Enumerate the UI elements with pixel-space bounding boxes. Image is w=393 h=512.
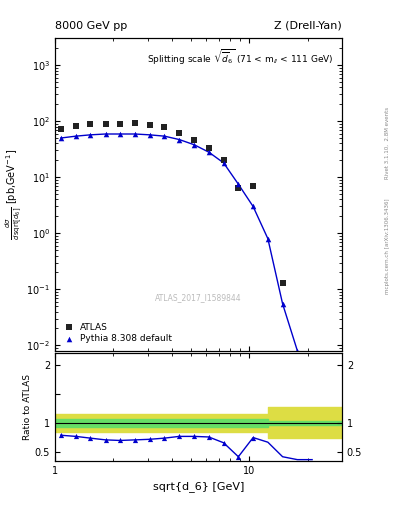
ATLAS	[103, 120, 109, 128]
Point	[220, 439, 227, 447]
Pythia 8.308 default	[73, 132, 79, 140]
Point	[176, 432, 182, 440]
Text: mcplots.cern.ch [arXiv:1306.3436]: mcplots.cern.ch [arXiv:1306.3436]	[385, 198, 389, 293]
ATLAS	[191, 136, 197, 144]
Pythia 8.308 default	[220, 159, 227, 167]
Pythia 8.308 default	[103, 130, 109, 138]
Pythia 8.308 default	[206, 148, 212, 156]
Pythia 8.308 default	[58, 134, 64, 142]
Point	[191, 432, 197, 440]
Pythia 8.308 default	[235, 180, 242, 188]
Pythia 8.308 default	[132, 130, 138, 138]
Point	[235, 453, 242, 461]
Y-axis label: Ratio to ATLAS: Ratio to ATLAS	[23, 374, 32, 440]
Pythia 8.308 default	[279, 300, 286, 308]
Pythia 8.308 default	[161, 132, 167, 140]
Pythia 8.308 default	[265, 234, 271, 243]
ATLAS	[176, 129, 182, 137]
Pythia 8.308 default	[309, 397, 315, 406]
Pythia 8.308 default	[191, 141, 197, 149]
ATLAS	[206, 144, 212, 152]
Text: ATLAS_2017_I1589844: ATLAS_2017_I1589844	[155, 293, 242, 302]
ATLAS	[87, 120, 94, 129]
Point	[147, 435, 153, 443]
Point	[103, 436, 109, 444]
Y-axis label: $\frac{d\sigma}{d\,\mathrm{sqrt}[d_6]}$ [pb,GeV$^{-1}$]: $\frac{d\sigma}{d\,\mathrm{sqrt}[d_6]}$ …	[3, 149, 24, 240]
ATLAS	[250, 182, 256, 190]
Point	[117, 436, 123, 444]
Pythia 8.308 default	[147, 131, 153, 139]
Pythia 8.308 default	[294, 347, 301, 355]
Point	[73, 432, 79, 440]
Point	[206, 433, 212, 441]
Pythia 8.308 default	[250, 202, 256, 210]
Point	[250, 434, 256, 442]
Pythia 8.308 default	[87, 131, 94, 139]
Text: Splitting scale $\sqrt{\overline{d}_6}$ (71 < m$_{ll}$ < 111 GeV): Splitting scale $\sqrt{\overline{d}_6}$ …	[147, 48, 333, 67]
Point	[132, 436, 138, 444]
Text: Rivet 3.1.10,  2.8M events: Rivet 3.1.10, 2.8M events	[385, 108, 389, 179]
Point	[161, 434, 167, 442]
ATLAS	[132, 119, 138, 127]
ATLAS	[147, 120, 153, 129]
Pythia 8.308 default	[117, 130, 123, 138]
Point	[58, 431, 64, 439]
Text: 8000 GeV pp: 8000 GeV pp	[55, 20, 127, 31]
ATLAS	[235, 184, 242, 192]
ATLAS	[279, 279, 286, 287]
Pythia 8.308 default	[176, 136, 182, 144]
ATLAS	[161, 122, 167, 131]
X-axis label: sqrt{d_6} [GeV]: sqrt{d_6} [GeV]	[153, 481, 244, 492]
Legend: ATLAS, Pythia 8.308 default: ATLAS, Pythia 8.308 default	[59, 320, 175, 346]
ATLAS	[117, 120, 123, 128]
ATLAS	[220, 156, 227, 164]
Text: Z (Drell-Yan): Z (Drell-Yan)	[274, 20, 342, 31]
ATLAS	[73, 122, 79, 130]
Pythia 8.308 default	[324, 443, 330, 452]
ATLAS	[58, 125, 64, 133]
Point	[87, 434, 94, 442]
